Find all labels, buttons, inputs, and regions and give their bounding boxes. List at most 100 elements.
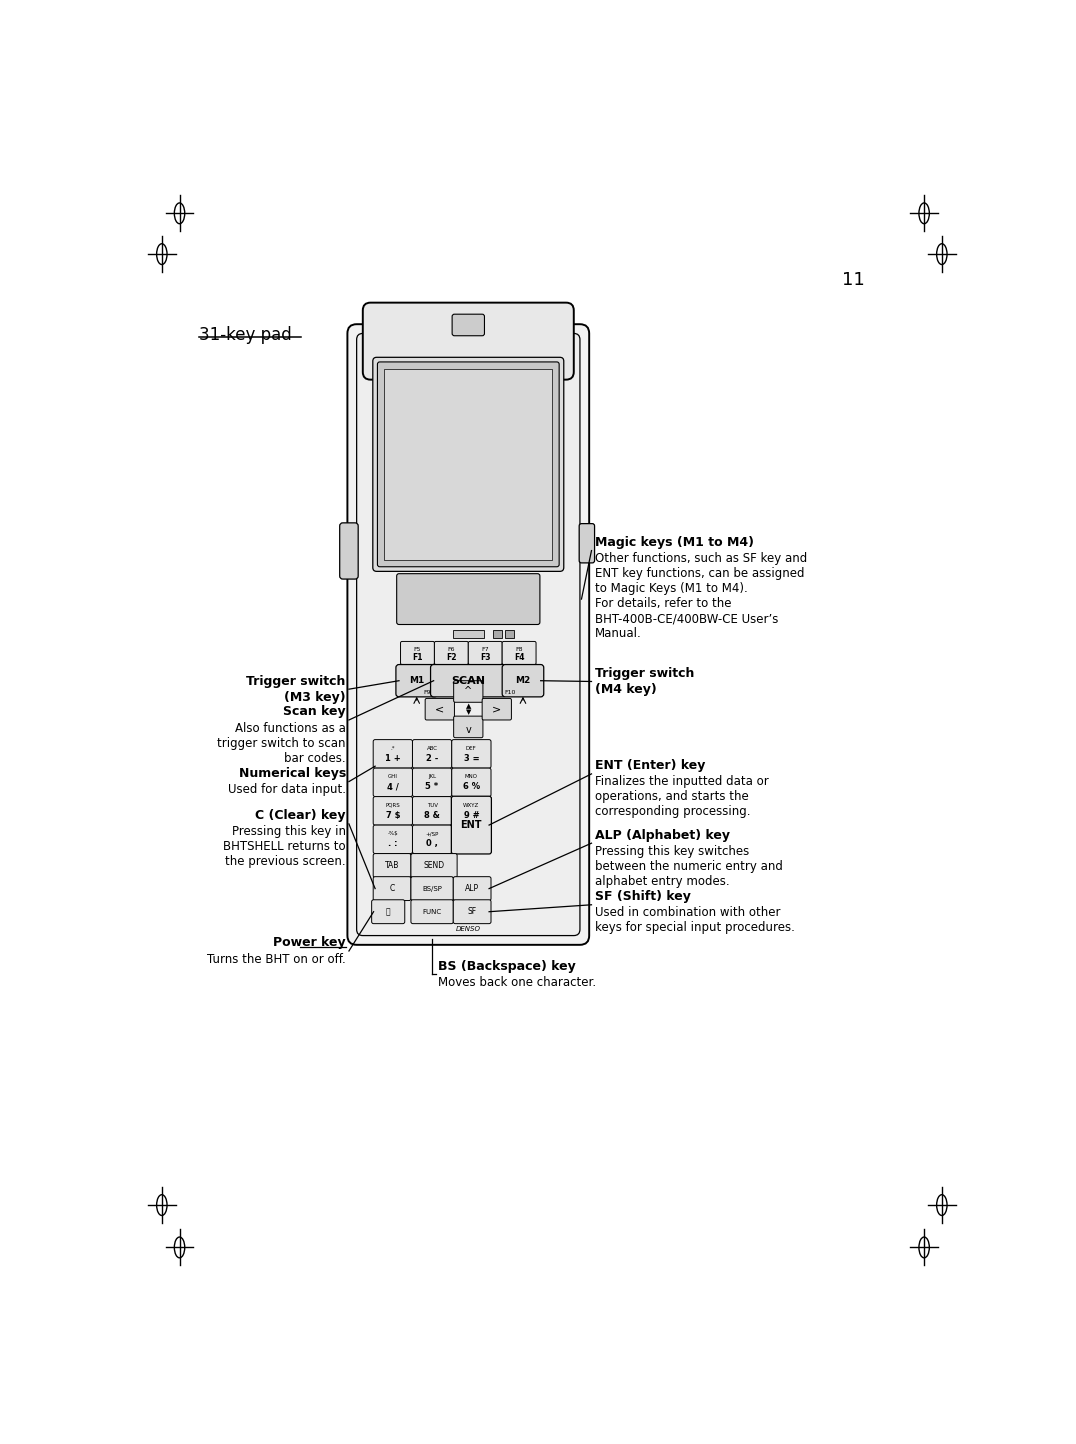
Text: Other functions, such as SF key and
ENT key functions, can be assigned
to Magic : Other functions, such as SF key and ENT …: [595, 552, 807, 640]
Text: Trigger switch: Trigger switch: [595, 667, 694, 680]
Text: 1 +: 1 +: [385, 754, 400, 762]
Text: Pressing this key in
BHTSHELL returns to
the previous screen.: Pressing this key in BHTSHELL returns to…: [223, 826, 345, 868]
FancyBboxPatch shape: [400, 641, 435, 664]
FancyBboxPatch shape: [340, 523, 358, 579]
Text: F1: F1: [412, 653, 423, 663]
Text: GHI: GHI: [387, 774, 398, 780]
Text: F10: F10: [505, 690, 515, 695]
Text: (M4 key): (M4 key): [595, 683, 656, 696]
Text: Scan key: Scan key: [283, 706, 345, 719]
Text: JKL: JKL: [428, 774, 436, 780]
FancyBboxPatch shape: [373, 797, 412, 825]
FancyBboxPatch shape: [411, 853, 457, 878]
FancyBboxPatch shape: [396, 664, 438, 697]
Text: ⏻: ⏻: [386, 907, 391, 915]
Text: 9 #: 9 #: [464, 812, 479, 820]
FancyBboxPatch shape: [453, 877, 491, 901]
FancyBboxPatch shape: [412, 739, 452, 768]
Text: F3: F3: [480, 653, 491, 663]
FancyBboxPatch shape: [412, 825, 452, 853]
Text: 8 &: 8 &: [424, 812, 440, 820]
Text: ^: ^: [464, 686, 472, 696]
FancyBboxPatch shape: [482, 699, 511, 721]
FancyBboxPatch shape: [502, 641, 536, 664]
Text: <: <: [435, 705, 444, 715]
Text: Magic keys (M1 to M4): Magic keys (M1 to M4): [595, 536, 753, 549]
Text: SEND: SEND: [424, 861, 444, 869]
Text: F6: F6: [448, 647, 455, 651]
FancyBboxPatch shape: [411, 900, 453, 924]
Text: TUV: TUV: [426, 803, 438, 809]
FancyBboxPatch shape: [452, 797, 491, 825]
Text: -%$: -%$: [387, 832, 398, 836]
FancyBboxPatch shape: [453, 900, 491, 924]
FancyBboxPatch shape: [411, 877, 453, 901]
Text: Moves back one character.: Moves back one character.: [438, 976, 596, 989]
FancyBboxPatch shape: [454, 680, 483, 702]
FancyBboxPatch shape: [412, 768, 452, 797]
FancyBboxPatch shape: [373, 768, 412, 797]
FancyBboxPatch shape: [397, 573, 540, 624]
Text: MNO: MNO: [465, 774, 478, 780]
Bar: [384, 368, 552, 560]
Text: Turns the BHT on or off.: Turns the BHT on or off.: [207, 953, 345, 966]
Text: ABC: ABC: [426, 747, 438, 751]
Text: TAB: TAB: [385, 861, 399, 869]
Text: F9: F9: [423, 690, 430, 695]
Text: ▼: ▼: [466, 709, 471, 715]
FancyBboxPatch shape: [435, 641, 468, 664]
Text: Used for data input.: Used for data input.: [228, 783, 345, 796]
FancyBboxPatch shape: [579, 524, 595, 563]
Text: Pressing this key switches
between the numeric entry and
alphabet entry modes.: Pressing this key switches between the n…: [595, 845, 782, 888]
Text: WXYZ: WXYZ: [464, 803, 480, 809]
Text: C (Clear) key: C (Clear) key: [255, 810, 345, 823]
Text: Finalizes the inputted data or
operations, and starts the
corresponding processi: Finalizes the inputted data or operation…: [595, 775, 768, 819]
Text: ENT: ENT: [461, 820, 482, 830]
Text: SCAN: SCAN: [451, 676, 485, 686]
FancyBboxPatch shape: [348, 325, 590, 944]
Text: ALP (Alphabet) key: ALP (Alphabet) key: [595, 829, 730, 842]
Text: 5 *: 5 *: [425, 783, 439, 791]
FancyBboxPatch shape: [378, 362, 560, 566]
FancyBboxPatch shape: [372, 357, 564, 572]
Text: .*: .*: [391, 747, 395, 751]
FancyBboxPatch shape: [373, 739, 412, 768]
FancyBboxPatch shape: [363, 303, 574, 380]
FancyBboxPatch shape: [502, 664, 543, 697]
Text: DENSO: DENSO: [456, 927, 481, 933]
FancyBboxPatch shape: [373, 877, 411, 901]
FancyBboxPatch shape: [454, 716, 483, 738]
FancyBboxPatch shape: [373, 853, 411, 878]
Text: SF (Shift) key: SF (Shift) key: [595, 891, 691, 904]
FancyBboxPatch shape: [452, 739, 491, 768]
Text: F2: F2: [447, 653, 456, 663]
Text: 2 -: 2 -: [426, 754, 438, 762]
Text: . :: . :: [388, 839, 397, 849]
FancyBboxPatch shape: [452, 315, 484, 336]
Text: F7: F7: [481, 647, 490, 651]
Text: 0 ,: 0 ,: [426, 839, 438, 849]
Text: ENT (Enter) key: ENT (Enter) key: [595, 760, 705, 773]
Text: F8: F8: [515, 647, 523, 651]
FancyBboxPatch shape: [373, 825, 412, 853]
Text: BS (Backspace) key: BS (Backspace) key: [438, 960, 576, 973]
FancyBboxPatch shape: [412, 797, 452, 825]
Text: 31-key pad: 31-key pad: [199, 326, 292, 344]
Text: F5: F5: [413, 647, 421, 651]
Text: 6 %: 6 %: [463, 783, 480, 791]
Text: Trigger switch: Trigger switch: [246, 674, 345, 687]
Text: (M3 key): (M3 key): [284, 690, 345, 703]
FancyBboxPatch shape: [425, 699, 454, 721]
Text: 7 $: 7 $: [385, 812, 400, 820]
Text: 11: 11: [841, 270, 865, 289]
Text: Also functions as a
trigger switch to scan
bar codes.: Also functions as a trigger switch to sc…: [217, 722, 345, 764]
Text: SF: SF: [468, 907, 477, 915]
Text: Used in combination with other
keys for special input procedures.: Used in combination with other keys for …: [595, 907, 794, 934]
Text: M1: M1: [409, 676, 424, 686]
FancyBboxPatch shape: [430, 664, 506, 697]
Text: PQRS: PQRS: [385, 803, 400, 809]
Text: Power key: Power key: [273, 937, 345, 950]
Text: F4: F4: [514, 653, 524, 663]
FancyBboxPatch shape: [356, 334, 580, 936]
Text: C: C: [390, 884, 395, 892]
